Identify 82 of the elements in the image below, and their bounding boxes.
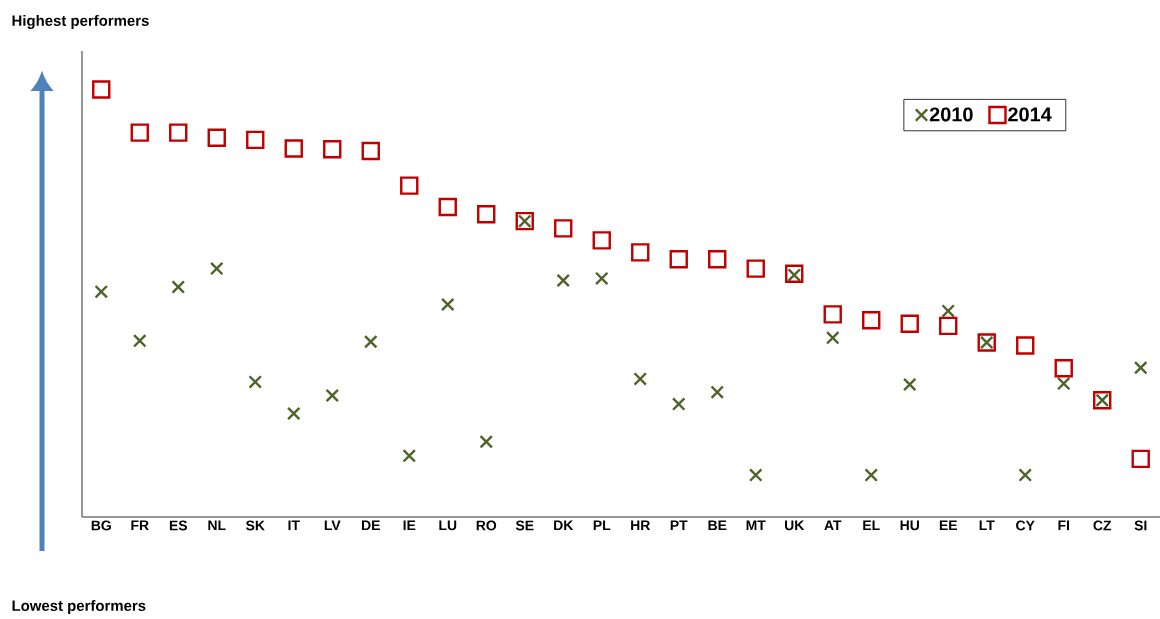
x-tick-label: BE — [708, 520, 727, 531]
x-tick-label: AT — [824, 520, 842, 531]
point — [631, 243, 650, 262]
point — [671, 397, 686, 411]
point — [402, 448, 417, 463]
point — [92, 80, 111, 99]
x-tick-label: ES — [169, 520, 188, 531]
point — [1133, 360, 1148, 375]
x-tick-label: SE — [515, 520, 534, 531]
point — [400, 176, 419, 195]
x-tick-label: FR — [131, 520, 149, 531]
legend-label: 2010 — [929, 107, 973, 122]
point — [902, 377, 917, 392]
x-tick-label: SI — [1134, 520, 1147, 531]
x-tick-label: PT — [670, 520, 688, 531]
point — [710, 385, 725, 399]
x-tick-label: DE — [362, 520, 380, 531]
x-tick-label: LV — [324, 520, 341, 531]
point — [900, 314, 919, 333]
x-tick-label: HU — [900, 520, 919, 531]
point — [669, 249, 688, 269]
point — [746, 259, 765, 278]
x-tick-label: FI — [1058, 520, 1069, 531]
x-tick-label: BG — [91, 520, 111, 531]
point — [862, 311, 881, 330]
point — [284, 139, 303, 158]
x-tick-label: EE — [939, 520, 957, 531]
point — [556, 273, 571, 288]
point — [941, 304, 956, 318]
point — [633, 372, 648, 386]
point — [325, 388, 340, 403]
point — [1054, 359, 1073, 378]
point — [246, 130, 265, 150]
x-tick-label: UK — [785, 520, 805, 531]
point — [248, 375, 263, 389]
text: Highest performers — [12, 14, 149, 29]
legend-label: 2014 — [1008, 107, 1052, 122]
point — [594, 271, 609, 286]
x-tick-label: LU — [439, 520, 457, 531]
x-tick-label: EL — [863, 520, 880, 531]
x-tick-label: NL — [208, 520, 226, 531]
point — [748, 468, 763, 482]
point — [132, 333, 147, 348]
point — [787, 268, 802, 282]
point — [361, 141, 380, 161]
x-tick-label: PL — [593, 520, 611, 531]
point — [440, 297, 455, 312]
x-tick-label: LT — [979, 520, 995, 531]
point — [785, 264, 804, 283]
point — [1131, 449, 1150, 469]
point — [479, 434, 494, 449]
point — [438, 197, 457, 217]
x-tick-label: MT — [746, 520, 766, 531]
x-tick-label: SK — [245, 520, 265, 531]
x-tick-label: IE — [403, 520, 416, 531]
x-tick-label: DK — [554, 520, 574, 531]
point — [1016, 336, 1035, 355]
point — [825, 330, 840, 345]
point — [708, 249, 727, 269]
point — [554, 219, 573, 238]
point — [209, 261, 224, 276]
point — [286, 406, 301, 421]
point — [323, 140, 342, 159]
x-tick-label: CY — [1016, 520, 1035, 531]
point — [864, 468, 879, 482]
point — [94, 284, 109, 299]
x-tick-label: IT — [288, 520, 300, 531]
point — [363, 334, 378, 349]
text: Lowest performers — [12, 600, 146, 614]
point — [592, 231, 611, 250]
point — [207, 128, 226, 147]
point — [1056, 376, 1071, 391]
point — [1018, 468, 1033, 482]
point — [171, 280, 186, 294]
point — [477, 205, 496, 224]
x-tick-label: RO — [476, 520, 497, 531]
x-tick-label: HR — [631, 520, 651, 531]
point — [130, 123, 149, 142]
point — [169, 123, 188, 142]
point — [823, 305, 842, 324]
point — [939, 316, 958, 336]
x-tick-label: CZ — [1093, 520, 1112, 531]
